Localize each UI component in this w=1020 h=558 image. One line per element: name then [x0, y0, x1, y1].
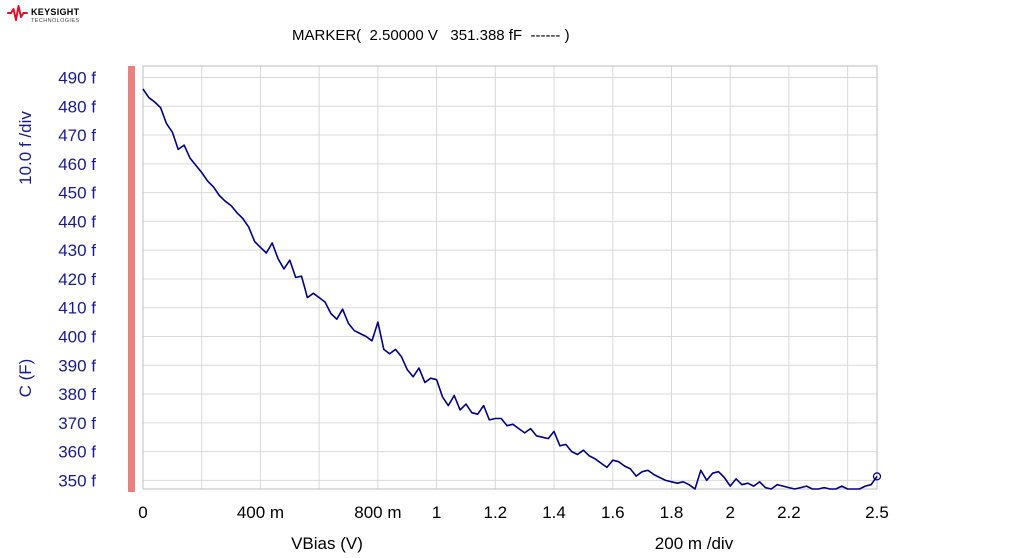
- y-tick-label: 380 f: [58, 385, 96, 404]
- x-tick-label: 2: [725, 503, 734, 522]
- x-tick-label: 1.8: [660, 503, 684, 522]
- x-tick-label: 1.4: [542, 503, 566, 522]
- logo-sub: TECHNOLOGIES: [31, 18, 80, 24]
- plot-frame: [142, 65, 878, 490]
- y-scale-label: 10.0 f /div: [16, 111, 35, 185]
- y-tick-label: 370 f: [58, 414, 96, 433]
- y-tick-label: 410 f: [58, 299, 96, 318]
- logo-brand: KEYSIGHT: [31, 7, 80, 17]
- x-tick-label: 800 m: [354, 503, 401, 522]
- x-axis-label: VBias (V): [291, 534, 363, 553]
- trace-layer: [142, 88, 882, 490]
- x-tick-label: 0: [138, 503, 147, 522]
- x-tick-label: 1.6: [601, 503, 625, 522]
- y-axis-label: C (F): [16, 359, 35, 398]
- x-tick-label: 1: [432, 503, 441, 522]
- x-tick-label: 2.2: [777, 503, 801, 522]
- y-tick-label: 480 f: [58, 97, 96, 116]
- x-tick-label: 1.2: [483, 503, 507, 522]
- y-tick-label: 350 f: [58, 471, 96, 490]
- keysight-wave-icon: [7, 5, 28, 21]
- y-tick-label: 360 f: [58, 443, 96, 462]
- y-tick-label: 400 f: [58, 327, 96, 346]
- marker-point: [872, 472, 882, 481]
- x-tick-labels: 0 400 m 800 m 1 1.2 1.4 1.6 1.8 2 2.2 2.5: [138, 503, 889, 522]
- y-tick-label: 390 f: [58, 356, 96, 375]
- y-tick-labels: 350 f 360 f 370 f 380 f 390 f 400 f 410 f 420 f…: [58, 69, 96, 491]
- keysight-logo: KEYSIGHT TECHNOLOGIES: [7, 5, 80, 24]
- y-tick-label: 420 f: [58, 270, 96, 289]
- cv-trace: [142, 88, 878, 490]
- y-tick-label: 460 f: [58, 155, 96, 174]
- gridlines: [142, 66, 877, 489]
- x-tick-label: 2.5: [865, 503, 889, 522]
- y-tick-label: 490 f: [58, 69, 96, 88]
- active-y-axis-bar[interactable]: [128, 66, 135, 492]
- marker-readout: MARKER( 2.50000 V 351.388 fF ------ ): [292, 27, 570, 44]
- y-tick-label: 450 f: [58, 184, 96, 203]
- x-tick-label: 400 m: [237, 503, 284, 522]
- y-tick-label: 440 f: [58, 212, 96, 231]
- y-tick-label: 470 f: [58, 126, 96, 145]
- y-tick-label: 430 f: [58, 241, 96, 260]
- x-scale-label: 200 m /div: [655, 534, 734, 553]
